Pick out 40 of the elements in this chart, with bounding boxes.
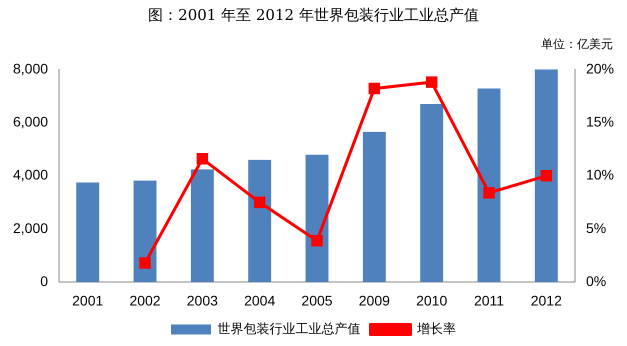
y-tick-label: 4,000 (12, 166, 48, 183)
x-tick-label: 2002 (129, 292, 161, 308)
bar (190, 169, 214, 282)
x-tick-label: 2001 (72, 292, 104, 308)
y2-tick-label: 10% (586, 166, 614, 183)
x-tick-label: 2005 (301, 292, 333, 308)
y2-tick-label: 5% (586, 220, 606, 236)
bar (420, 104, 444, 282)
x-tick-label: 2011 (474, 292, 504, 308)
x-tick-label: 2012 (530, 292, 562, 308)
y2-tick-label: 0% (586, 273, 606, 290)
bar (134, 180, 156, 282)
y-tick-label: 8,000 (12, 60, 48, 76)
point (311, 234, 323, 246)
y-tick-label: 2,000 (12, 220, 48, 236)
bar (478, 88, 500, 282)
point (254, 196, 266, 208)
x-tick-label: 2010 (416, 292, 448, 308)
bar (76, 182, 100, 282)
point (139, 257, 151, 269)
x-tick-label: 2003 (186, 292, 218, 308)
bar (306, 154, 328, 282)
legend-label: 增长率 (416, 320, 456, 337)
bar (534, 69, 558, 282)
x-tick-label: 2004 (244, 292, 276, 308)
point (540, 170, 552, 182)
x-tick-label: 2009 (358, 292, 390, 308)
y-tick-label: 6,000 (12, 113, 48, 130)
point (196, 153, 208, 165)
point (368, 82, 380, 94)
legend-label: 世界包装行业工业总产值 (218, 322, 360, 337)
point (483, 187, 495, 199)
text: 单位：亿美元 (541, 36, 613, 53)
y2-tick-label: 15% (586, 113, 614, 130)
bar (248, 160, 272, 282)
y-tick-label: 0 (40, 273, 48, 290)
y2-tick-label: 20% (586, 60, 614, 76)
point (426, 76, 438, 88)
bar (362, 132, 386, 282)
chart-title: 图：2001 年至 2012 年世界包装行业工业总产值 (147, 6, 480, 25)
